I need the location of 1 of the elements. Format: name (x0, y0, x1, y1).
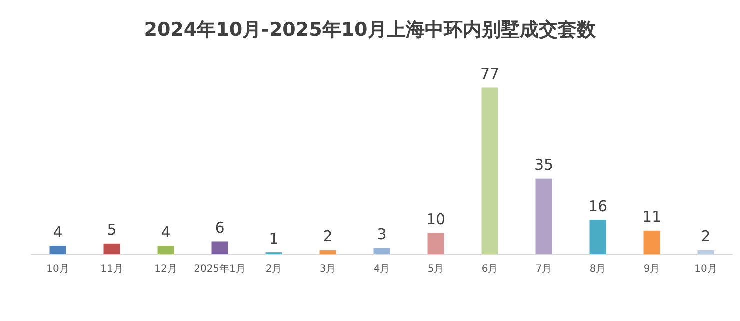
title: 2024年10月-2025年10月上海中环内别墅成交套数 (144, 19, 596, 41)
